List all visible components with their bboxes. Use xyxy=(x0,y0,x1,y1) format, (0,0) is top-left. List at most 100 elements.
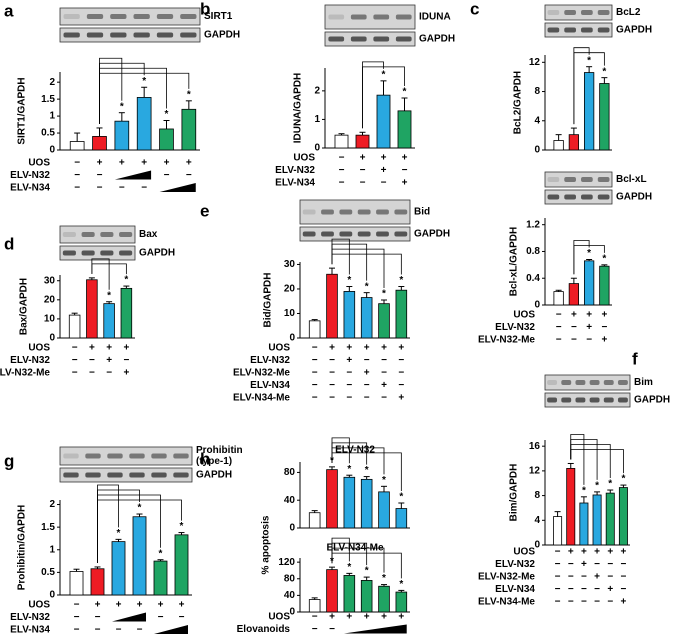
bar xyxy=(174,534,189,596)
panel-letter: g xyxy=(4,451,14,470)
bar xyxy=(92,136,107,151)
condition-mark: − xyxy=(568,597,574,608)
y-tick-label: 120 xyxy=(278,557,295,568)
blot-band xyxy=(63,32,80,38)
blot xyxy=(544,22,613,38)
y-axis-label: IDUNA/GAPDH xyxy=(293,73,304,144)
significance: * xyxy=(608,479,612,490)
y-tick-label: 0.4 xyxy=(526,273,540,284)
blot-band xyxy=(107,453,123,459)
condition-mark: − xyxy=(555,584,561,595)
condition-mark: − xyxy=(312,380,318,391)
blot-band xyxy=(173,472,189,478)
condition-label: ELV-N34 xyxy=(10,183,50,194)
blot-band xyxy=(575,397,586,403)
bar xyxy=(132,516,147,596)
bar xyxy=(103,303,115,339)
y-tick-label: 80 xyxy=(284,573,296,584)
y-tick-label: 0 xyxy=(534,540,540,551)
condition-label: UOS xyxy=(28,343,50,354)
panel-letter: e xyxy=(200,201,209,220)
condition-mark: − xyxy=(398,380,404,391)
bar xyxy=(397,110,412,149)
blot-band xyxy=(617,380,628,385)
condition-mark: + xyxy=(381,165,387,176)
blot xyxy=(544,392,631,408)
condition-mark: − xyxy=(339,165,345,176)
condition-mark: + xyxy=(581,559,587,570)
condition-mark: + xyxy=(123,343,129,354)
blot-band xyxy=(302,209,316,215)
condition-mark: − xyxy=(556,310,562,321)
bar xyxy=(334,134,349,149)
condition-mark: + xyxy=(381,380,387,391)
blot xyxy=(299,199,411,225)
condition-mark: − xyxy=(158,612,164,623)
bar xyxy=(378,585,390,613)
blot-band xyxy=(180,32,197,38)
comparison-bracket xyxy=(331,437,350,464)
condition-label: UOS xyxy=(268,343,290,354)
blot-band xyxy=(321,231,334,237)
y-tick-label: 12 xyxy=(529,466,541,477)
condition-mark: − xyxy=(364,380,370,391)
condition-mark: + xyxy=(116,600,122,611)
significance: * xyxy=(365,465,369,476)
blot-label: (type-1) xyxy=(196,456,232,467)
condition-mark: − xyxy=(312,393,318,404)
condition-mark: + xyxy=(106,343,112,354)
significance: * xyxy=(165,109,169,120)
condition-mark: + xyxy=(329,612,335,623)
y-tick-label: 40 xyxy=(284,495,296,506)
bar xyxy=(568,134,580,151)
bar xyxy=(360,478,373,529)
condition-mark: − xyxy=(95,612,101,623)
blot-band xyxy=(547,177,560,182)
blot xyxy=(299,226,411,242)
condition-mark: − xyxy=(571,335,577,346)
bar xyxy=(68,314,81,339)
comparison-bracket xyxy=(573,240,590,275)
blot-label: Bid xyxy=(414,207,430,218)
blot-band xyxy=(589,380,600,385)
condition-mark: − xyxy=(364,355,370,366)
condition-label: ELV-N32-Me xyxy=(233,368,290,379)
condition-mark: − xyxy=(381,393,387,404)
bar xyxy=(360,580,373,613)
bar xyxy=(553,516,563,546)
blot xyxy=(544,374,631,391)
blot-band xyxy=(321,209,334,215)
bar xyxy=(355,134,370,149)
blot-band xyxy=(395,14,412,20)
condition-mark: + xyxy=(402,153,408,164)
blot-band xyxy=(547,194,560,200)
blot-band xyxy=(581,10,593,15)
bar xyxy=(326,273,338,339)
y-tick-label: 4 xyxy=(534,115,540,126)
significance: * xyxy=(403,87,407,98)
blot-band xyxy=(564,27,576,33)
condition-mark: + xyxy=(586,322,592,333)
bar xyxy=(395,591,408,613)
condition-mark: − xyxy=(72,368,78,379)
significance: * xyxy=(602,66,606,77)
blot-band xyxy=(597,10,610,15)
bar xyxy=(343,291,356,339)
significance: * xyxy=(595,481,599,492)
condition-mark: + xyxy=(381,612,387,623)
comparison-bracket xyxy=(99,57,123,124)
bar xyxy=(69,571,84,596)
blot-band xyxy=(373,36,390,42)
blot-band xyxy=(547,380,558,385)
condition-mark: − xyxy=(568,572,574,583)
condition-mark: − xyxy=(381,355,387,366)
blot-band xyxy=(350,36,367,42)
significance: * xyxy=(138,503,142,514)
significance: * xyxy=(382,289,386,300)
y-tick-label: 2 xyxy=(314,85,320,96)
y-tick-label: 0 xyxy=(49,590,55,601)
blot-band xyxy=(151,453,167,459)
condition-mark: − xyxy=(556,322,562,333)
y-tick-label: 0 xyxy=(534,300,540,311)
condition-mark: + xyxy=(586,310,592,321)
